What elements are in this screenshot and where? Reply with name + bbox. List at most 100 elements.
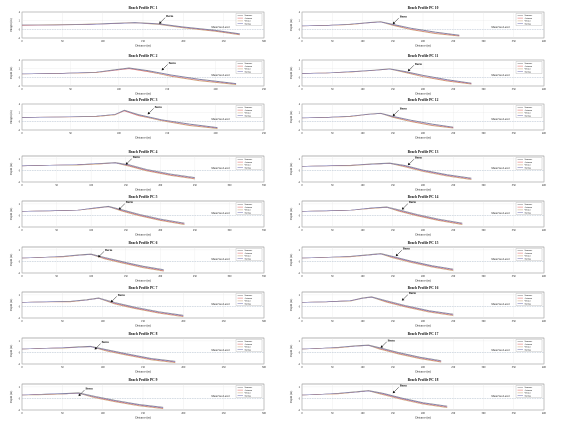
legend-label: Spring	[245, 71, 252, 74]
chart-title: Beach Profile PC 18	[408, 378, 439, 382]
x-tick-label: 100	[89, 184, 94, 187]
y-axis-label: Depth (m)	[9, 208, 13, 220]
y-tick-label: 2	[19, 249, 21, 252]
legend-label: Spring	[525, 212, 532, 215]
x-tick-label: 0	[21, 88, 23, 91]
chart-panel: Beach Profile PC 20 50 100 150 200 250-2024Di…	[9, 54, 267, 96]
y-tick-label: 2	[299, 20, 301, 23]
chart-panel: Beach Profile PC 6 0 50 100 150 200 250 300 350 -…	[9, 241, 267, 283]
y-tick-label: 4	[19, 59, 21, 62]
legend-label: Winter	[245, 347, 252, 349]
x-tick-label: 100	[361, 40, 366, 43]
mean-sea-level-label: Mean Sea Level	[211, 118, 229, 121]
berm-arrow	[402, 203, 409, 209]
legend-label: Winter	[525, 165, 532, 167]
x-tick-label: 400	[542, 88, 547, 91]
berm-arrow	[119, 203, 125, 209]
y-tick-label: 2	[299, 203, 301, 206]
legend-box	[515, 293, 543, 306]
x-tick-label: 100	[361, 132, 366, 135]
x-tick-label: 150	[165, 88, 170, 91]
y-tick-label: -2	[18, 363, 21, 366]
x-tick-label: 150	[391, 184, 396, 187]
legend-label: Summer	[525, 159, 533, 161]
berm-arrow	[162, 64, 168, 70]
chart-title: Beach Profile PC 15	[408, 241, 439, 245]
y-tick-label: 0	[299, 28, 301, 31]
y-tick-label: 2	[19, 68, 21, 71]
x-tick-label: 150	[391, 229, 396, 232]
plot-frame	[21, 200, 265, 228]
legend-label: Autumn	[525, 161, 533, 164]
legend-label: Autumn	[525, 17, 533, 20]
mean-sea-level-label: Mean Sea Level	[491, 118, 509, 121]
berm-label: Berm	[85, 387, 93, 391]
mean-sea-level-label: Mean Sea Level	[491, 212, 509, 215]
x-tick-label: 250	[262, 88, 267, 91]
x-tick-label: 0	[301, 132, 303, 135]
x-axis-label: Distance (m)	[415, 92, 431, 96]
x-tick-label: 300	[482, 320, 487, 323]
plot-frame	[21, 59, 265, 87]
berm-arrow-head	[110, 299, 114, 303]
y-axis-label: Depth (m)	[289, 299, 293, 311]
y-tick-label: -2	[18, 129, 21, 132]
x-tick-label: 250	[451, 366, 456, 369]
x-tick-label: 50	[331, 40, 334, 43]
y-tick-label: 2	[19, 203, 21, 206]
x-tick-label: 400	[542, 184, 547, 187]
x-tick-label: 250	[451, 184, 456, 187]
x-tick-label: 250	[222, 320, 227, 323]
legend-box	[235, 339, 263, 352]
x-tick-label: 100	[361, 275, 366, 278]
x-tick-label: 150	[391, 275, 396, 278]
y-tick-label: 0	[299, 351, 301, 354]
series-line-spring	[21, 298, 184, 316]
x-tick-label: 300	[482, 132, 487, 135]
legend-label: Winter	[245, 256, 252, 258]
chart-panel: Beach Profile PC 13 0 50 100 150 200 250 300 350…	[289, 150, 547, 192]
x-tick-label: 100	[361, 88, 366, 91]
x-tick-label: 50	[61, 412, 64, 415]
legend-label: Summer	[525, 15, 533, 17]
legend-label: Winter	[245, 210, 252, 212]
y-tick-label: -2	[18, 272, 21, 275]
x-tick-label: 350	[512, 229, 517, 232]
x-tick-label: 100	[101, 40, 106, 43]
legend-label: Summer	[525, 387, 533, 389]
chart-panel: Beach Profile PC 16 0 50 100 150 200 250 300 350…	[289, 286, 547, 328]
mean-sea-level-label: Mean Sea Level	[211, 167, 229, 170]
chart-panel: Beach Profile PC 11 0 50 100 150 200 250 300 350…	[289, 54, 547, 96]
x-tick-label: 200	[421, 184, 426, 187]
x-tick-label: 350	[512, 320, 517, 323]
legend-label: Winter	[525, 301, 532, 303]
series-line-spring	[301, 207, 463, 224]
x-tick-label: 200	[214, 88, 219, 91]
x-axis-label: Distance (m)	[415, 416, 431, 420]
y-tick-label: 0	[299, 260, 301, 263]
y-tick-label: 2	[299, 340, 301, 343]
y-tick-label: 2	[19, 340, 21, 343]
legend-box	[515, 157, 543, 170]
legend-label: Summer	[525, 295, 533, 297]
berm-arrow	[98, 251, 105, 257]
x-tick-label: 150	[124, 229, 129, 232]
mean-sea-level-label: Mean Sea Level	[491, 395, 509, 398]
legend-label: Summer	[245, 159, 253, 161]
chart-title: Beach Profile PC 8	[129, 332, 158, 336]
legend-label: Winter	[525, 113, 532, 115]
legend-label: Summer	[245, 107, 253, 109]
chart-title: Beach Profile PC 7	[129, 286, 158, 290]
legend-box	[515, 385, 543, 398]
x-tick-label: 300	[482, 275, 487, 278]
x-tick-label: 200	[421, 275, 426, 278]
x-tick-label: 0	[21, 275, 23, 278]
mean-sea-level-label: Mean Sea Level	[491, 349, 509, 352]
legend-label: Summer	[245, 204, 253, 206]
x-tick-label: 300	[482, 412, 487, 415]
y-tick-label: 2	[19, 158, 21, 161]
y-tick-label: 2	[19, 294, 21, 297]
x-tick-label: 50	[61, 320, 64, 323]
chart-title: Beach Profile PC 4	[129, 150, 158, 154]
